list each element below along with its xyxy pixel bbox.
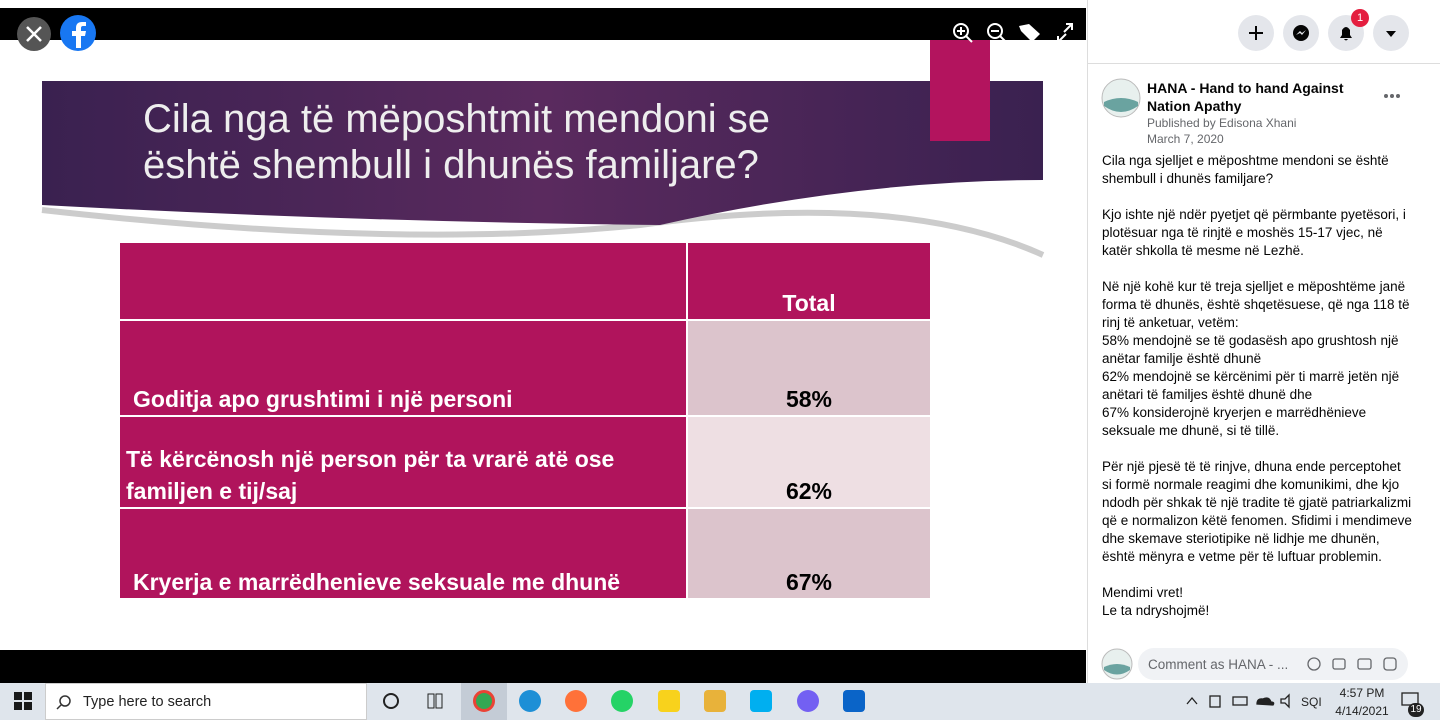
row-label: Kryerja e marrëdhenieve seksuale me dhun…: [120, 509, 686, 598]
whatsapp-icon[interactable]: [611, 690, 633, 712]
post-date[interactable]: March 7, 2020: [1147, 132, 1224, 146]
page-avatar[interactable]: [1101, 78, 1141, 118]
row-value: 58%: [688, 321, 930, 415]
notification-badge: 1: [1351, 9, 1369, 27]
header-cell: [120, 243, 686, 319]
slide-table: Total Goditja apo grushtimi i një personi…: [120, 243, 930, 605]
task-view[interactable]: [426, 692, 444, 710]
post-line: 58% mendojnë se të godasësh apo grushtos…: [1102, 333, 1399, 366]
row-value: 62%: [688, 417, 930, 507]
slide-accent: [930, 40, 990, 141]
comment-tools[interactable]: [1306, 656, 1402, 672]
outlook-icon[interactable]: [843, 690, 865, 712]
facebook-logo[interactable]: [60, 15, 96, 51]
slide-banner: [42, 81, 1043, 225]
start-button[interactable]: [14, 692, 32, 710]
row-label: Të kërcënosh një person për ta vrarë atë…: [120, 417, 686, 507]
post-body: Cila nga sjelljet e mëposhtme mendoni se…: [1102, 152, 1414, 638]
published-by[interactable]: Published by Edisona Xhani: [1147, 116, 1297, 130]
slide-title: Cila nga të mëposhtmit mendoni se është …: [143, 96, 770, 188]
post-line: 67% konsiderojnë kryerjen e marrëdhëniev…: [1102, 405, 1367, 438]
zoom-in[interactable]: [953, 23, 973, 43]
edge-icon[interactable]: [519, 690, 541, 712]
side-panel: [1087, 0, 1440, 683]
slide-graphics: [41, 40, 1045, 258]
title-line: Cila nga të mëposhtmit mendoni se: [143, 97, 770, 141]
page-name[interactable]: HANA - Hand to hand Against Nation Apath…: [1147, 80, 1344, 114]
cortana[interactable]: [381, 691, 401, 711]
account-menu[interactable]: [1373, 15, 1409, 51]
divider: [1088, 63, 1440, 64]
zoom-out[interactable]: [987, 23, 1007, 43]
row-label: Goditja apo grushtimi i një personi: [120, 321, 686, 415]
skype-icon[interactable]: [750, 690, 772, 712]
explorer-icon[interactable]: [704, 690, 726, 712]
slide-swoosh: [41, 207, 1045, 258]
post-paragraph: Mendimi vret! Le ta ndryshojmë!: [1102, 584, 1414, 620]
post-paragraph: Për një pjesë të të rinjve, dhuna ende p…: [1102, 458, 1414, 566]
tag-button[interactable]: [1019, 24, 1040, 42]
clock-date[interactable]: 4/14/2021: [1335, 704, 1389, 718]
post-line: Në një kohë kur të treja sjelljet e mëpo…: [1102, 279, 1410, 330]
sticky-notes-icon[interactable]: [658, 690, 680, 712]
close-button[interactable]: [17, 17, 51, 51]
row-value: 67%: [688, 509, 930, 598]
post-line: Le ta ndryshojmë!: [1102, 603, 1210, 618]
post-line: Për një pjesë të të rinjve, dhuna ende p…: [1102, 459, 1412, 564]
chrome-icon[interactable]: [473, 690, 495, 712]
viber-icon[interactable]: [797, 690, 819, 712]
post-paragraph: Cila nga sjelljet e mëposhtme mendoni se…: [1102, 152, 1414, 188]
comment-box[interactable]: Comment as HANA - ...: [1138, 648, 1408, 680]
search-box[interactable]: Type here to search: [45, 683, 367, 720]
title-line: është shembull i dhunës familjare?: [143, 143, 759, 187]
search-placeholder: Type here to search: [83, 694, 212, 710]
language-indicator[interactable]: SQI: [1301, 695, 1322, 709]
viewer-controls: [17, 15, 1073, 51]
firefox-icon[interactable]: [565, 690, 587, 712]
post-paragraph: Kjo ishte një ndër pyetjet që përmbante …: [1102, 206, 1414, 260]
post-line: Mendimi vret!: [1102, 585, 1184, 600]
messenger-button[interactable]: [1283, 15, 1319, 51]
fullscreen-button[interactable]: [1057, 23, 1073, 43]
more-options[interactable]: [1380, 88, 1404, 104]
viewer-toolbar: [0, 8, 1086, 40]
header-total: Total: [688, 243, 930, 319]
post-line: Kjo ishte një ndër pyetjet që përmbante …: [1102, 207, 1406, 258]
viewer-footer: [0, 650, 1086, 683]
post-line: 62% mendojnë se kërcënimi për ti marrë j…: [1102, 369, 1400, 402]
comment-placeholder: Comment as HANA - ...: [1148, 657, 1289, 672]
post-paragraph: Në një kohë kur të treja sjelljet e mëpo…: [1102, 278, 1414, 440]
clock-time[interactable]: 4:57 PM: [1339, 686, 1385, 700]
post-line: Cila nga sjelljet e mëposhtme mendoni se…: [1102, 153, 1389, 186]
create-button[interactable]: [1238, 15, 1274, 51]
comment-avatar: [1101, 648, 1133, 680]
system-tray[interactable]: [1185, 692, 1295, 710]
notification-count: 19: [1408, 703, 1424, 717]
